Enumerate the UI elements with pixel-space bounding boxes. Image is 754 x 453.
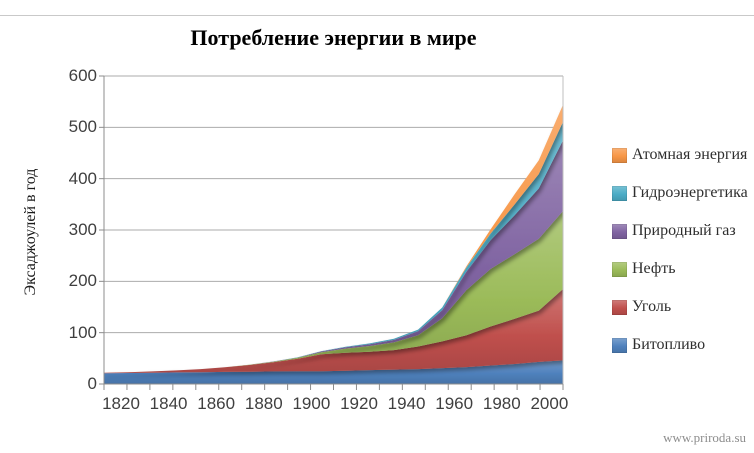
- y-tick-label-0: 0: [87, 374, 97, 393]
- y-tick-label-500: 500: [68, 117, 97, 137]
- x-tick-label-1980: 1980: [482, 394, 521, 413]
- x-tick-label-1940: 1940: [387, 394, 426, 413]
- x-tick-label-1900: 1900: [292, 394, 331, 413]
- watermark-text: www.priroda.su: [663, 430, 746, 445]
- legend-label-biofuel: Битопливо: [632, 336, 706, 353]
- y-tick-label-300: 300: [68, 220, 97, 239]
- chart-title: Потребление энергии в мире: [190, 25, 477, 50]
- y-tick-label-200: 200: [68, 271, 97, 291]
- legend-swatch-nuclear: [612, 147, 627, 163]
- legend-item-biofuel: Битопливо: [612, 336, 754, 353]
- y-tick-label-100: 100: [68, 322, 97, 342]
- area-oil: [104, 211, 563, 373]
- legend-swatch-coal: [612, 299, 627, 315]
- legend-item-nuclear: Атомная энергия: [612, 146, 754, 163]
- legend-swatch-hydro: [612, 185, 627, 201]
- legend-item-gas: Природный газ: [612, 222, 754, 239]
- legend-swatch-biofuel: [612, 337, 627, 353]
- legend-label-coal: Уголь: [632, 298, 672, 315]
- legend-item-coal: Уголь: [612, 298, 754, 315]
- legend-item-hydro: Гидроэнергетика: [612, 184, 754, 201]
- legend-label-oil: Нефть: [632, 260, 676, 277]
- legend-label-nuclear: Атомная энергия: [632, 146, 748, 163]
- legend-label-hydro: Гидроэнергетика: [632, 184, 748, 201]
- x-tick-label-1920: 1920: [340, 394, 378, 413]
- y-tick-label-600: 600: [68, 66, 97, 85]
- legend: Атомная энергия Гидроэнергетика Природный …: [612, 146, 754, 375]
- x-tick-label-1960: 1960: [435, 394, 474, 413]
- y-tick-label-400: 400: [68, 168, 97, 188]
- top-border-line: [0, 15, 754, 16]
- x-tick-label-1880: 1880: [244, 394, 283, 413]
- legend-swatch-gas: [612, 223, 627, 239]
- area-biofuel: [104, 360, 563, 384]
- legend-item-oil: Нефть: [612, 260, 754, 277]
- x-tick-label-2000: 2000: [530, 394, 569, 413]
- legend-swatch-oil: [612, 261, 627, 277]
- x-tick-label-1860: 1860: [197, 394, 236, 413]
- x-tick-label-1840: 1840: [149, 394, 188, 413]
- area-coal: [104, 289, 563, 374]
- legend-label-gas: Природный газ: [632, 222, 736, 239]
- x-tick-label-1820: 1820: [102, 394, 140, 413]
